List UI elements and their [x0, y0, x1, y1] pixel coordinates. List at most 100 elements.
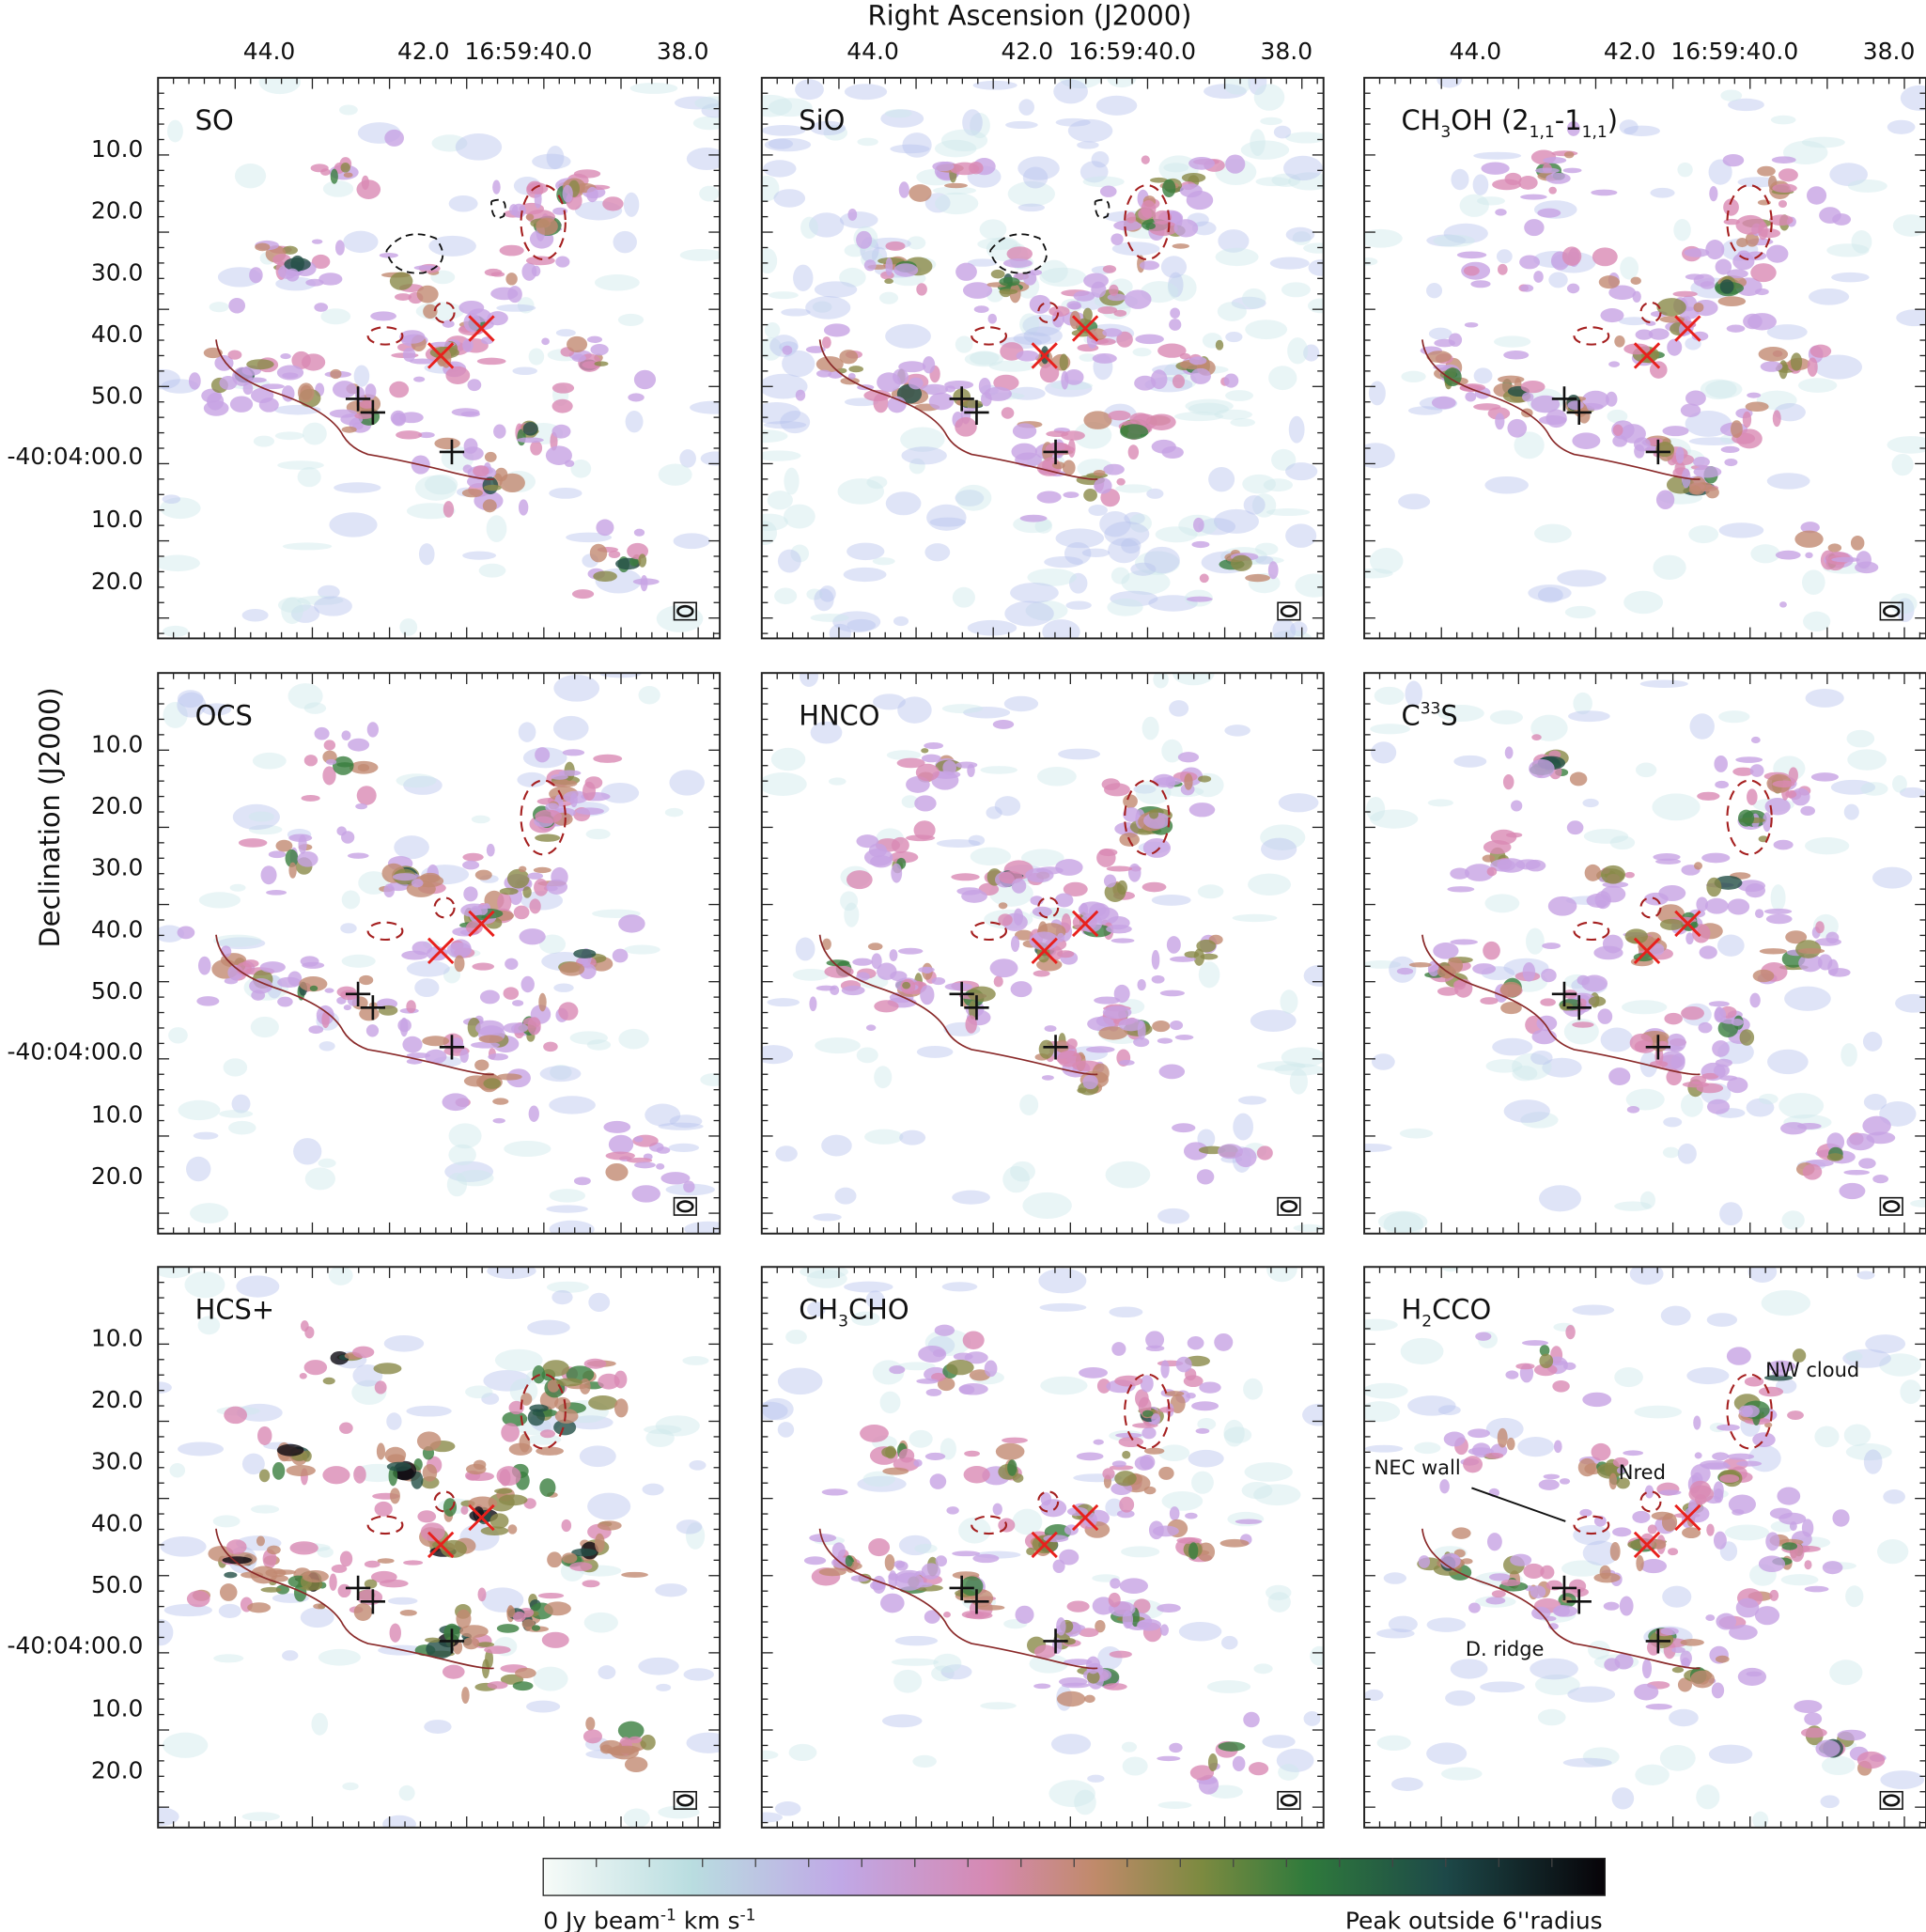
emission-faint [1003, 695, 1039, 712]
emission [1541, 968, 1557, 983]
emission-faint [1533, 523, 1572, 543]
emission-faint [963, 707, 1011, 719]
emission-faint [898, 1535, 932, 1556]
emission [1547, 896, 1577, 916]
emission [1179, 352, 1191, 360]
emission [924, 1452, 946, 1460]
emission [536, 217, 558, 236]
emission-faint [158, 925, 185, 943]
emission-faint [1780, 1574, 1819, 1586]
emission-faint [761, 521, 778, 546]
emission [525, 256, 555, 266]
emission [1588, 996, 1607, 1006]
emission [877, 372, 901, 393]
emission [1497, 1427, 1508, 1448]
emission-faint [481, 1393, 500, 1405]
emission-faint [1472, 174, 1489, 195]
emission-faint [486, 515, 507, 542]
emission-faint [970, 351, 1000, 366]
emission [1533, 1363, 1558, 1377]
emission-faint [1039, 1302, 1087, 1312]
emission [633, 1136, 644, 1143]
emission [1170, 1021, 1184, 1031]
emission-faint [625, 411, 644, 433]
emission [1033, 1683, 1051, 1690]
emission-faint [1174, 412, 1224, 422]
emission [1736, 238, 1748, 248]
emission [1063, 881, 1088, 897]
annotation: NEC wall [1375, 1456, 1461, 1479]
emission-faint [1308, 298, 1324, 314]
emission [1057, 950, 1075, 958]
emission [322, 766, 336, 786]
emission [1225, 154, 1246, 174]
emission [1025, 867, 1054, 883]
emission-faint [807, 1301, 826, 1317]
emission [1684, 248, 1710, 257]
panel-frame [760, 672, 1325, 1235]
emission [417, 1510, 437, 1523]
emission [374, 1501, 393, 1517]
emission [594, 361, 609, 366]
emission [893, 1560, 906, 1568]
emission [1433, 943, 1459, 959]
emission [275, 1584, 289, 1595]
emission [343, 1005, 351, 1011]
emission-faint [1619, 119, 1639, 135]
emission [196, 996, 220, 1006]
emission [1561, 246, 1582, 266]
emission [1810, 772, 1840, 782]
emission [1690, 1670, 1716, 1689]
emission-faint [1019, 313, 1040, 335]
y-tick-label: 20.0 [91, 792, 144, 819]
contour [385, 198, 506, 274]
emission [585, 1717, 596, 1731]
emission [546, 879, 568, 895]
emission [1504, 746, 1514, 759]
emission-faint [1023, 326, 1063, 345]
emission [1785, 930, 1808, 944]
emission [1137, 1618, 1162, 1631]
emission-faint [1364, 1318, 1398, 1332]
emission-faint [341, 890, 361, 910]
emission [1119, 1578, 1149, 1595]
emission [1559, 1478, 1571, 1485]
emission [831, 1542, 846, 1559]
ridge-brace [1421, 339, 1701, 480]
emission-faint [317, 1547, 334, 1558]
emission [303, 755, 318, 767]
emission [958, 1382, 988, 1395]
emission [1596, 899, 1607, 909]
emission [1648, 328, 1670, 340]
emission-faint [318, 1158, 336, 1168]
emission [605, 1151, 635, 1161]
emission-faint [300, 1607, 334, 1628]
emission-faint [1401, 370, 1426, 382]
emission-faint [1223, 1426, 1252, 1443]
y-tick-label: 40.0 [91, 915, 144, 943]
emission-faint [406, 1405, 452, 1417]
emission-faint [885, 491, 922, 516]
emission [282, 245, 298, 255]
emission-faint [1846, 729, 1875, 748]
emission-faint [761, 401, 800, 425]
emission [534, 189, 542, 209]
emission [1788, 767, 1798, 784]
source-plus [1043, 439, 1068, 465]
emission-faint [1281, 1047, 1324, 1067]
emission [1103, 463, 1125, 475]
emission [1094, 477, 1112, 494]
emission [1524, 219, 1545, 237]
emission [1256, 1145, 1273, 1161]
panel-title: HCS+ [195, 1293, 274, 1325]
emission-faint [1530, 1658, 1578, 1680]
emission [1127, 444, 1140, 460]
emission [558, 770, 582, 776]
emission [1119, 1059, 1135, 1066]
emission-map [761, 77, 1324, 639]
emission-faint [526, 1434, 562, 1445]
emission-faint [655, 1583, 688, 1597]
x-axis-title: Right Ascension (J2000) [868, 0, 1192, 31]
emission-faint [1445, 1690, 1476, 1706]
emission-faint [805, 296, 851, 319]
